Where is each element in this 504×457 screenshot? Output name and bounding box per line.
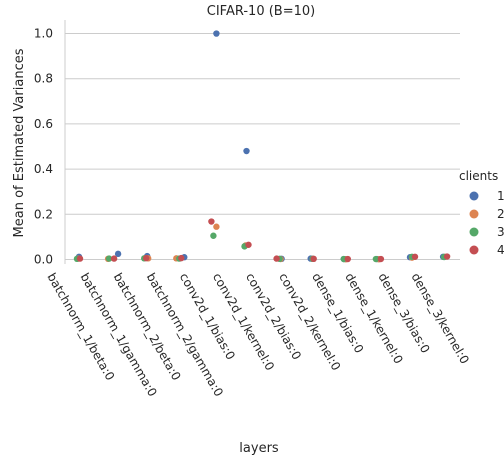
data-point-client-4 (110, 255, 118, 262)
data-point-client-4 (143, 254, 150, 262)
data-point-client-4 (411, 253, 419, 260)
legend-label-3: 3 (497, 225, 504, 239)
data-point-client-1 (213, 30, 220, 37)
y-tick-label: 0.0 (34, 252, 53, 266)
x-tick-label: conv2d_1/kernel:0 (210, 271, 277, 373)
legend-marker-3 (469, 227, 479, 237)
data-point-client-1 (114, 250, 122, 258)
y-tick-label: 0.6 (34, 117, 53, 131)
data-point-client-4 (377, 255, 385, 263)
data-point-client-4 (310, 255, 317, 263)
chart-title: CIFAR-10 (B=10) (207, 4, 315, 19)
y-tick-label: 1.0 (34, 27, 53, 41)
y-tick-labels: 0.0 0.2 0.4 0.6 0.8 1.0 (34, 27, 53, 267)
x-tick-label: conv2d_2/kernel:0 (276, 271, 343, 373)
legend-marker-1 (469, 191, 479, 201)
y-tick-label: 0.2 (34, 207, 53, 221)
legend-label-4: 4 (497, 243, 504, 257)
x-tick-labels: batchnorm_1/beta:0batchnorm_1/gamma:0bat… (44, 271, 471, 400)
legend-title: clients (459, 169, 498, 183)
data-point-client-4 (443, 253, 451, 260)
data-point-client-1 (243, 147, 250, 155)
data-point-client-2 (213, 223, 220, 230)
legend: clients 1 2 3 4 (459, 169, 504, 257)
data-point-client-4 (344, 255, 351, 263)
y-tick-label: 0.4 (34, 162, 53, 176)
data-point-client-4 (273, 255, 280, 262)
data-point-client-4 (245, 241, 252, 248)
legend-marker-4 (469, 245, 479, 255)
data-point-client-4 (178, 254, 185, 262)
y-tick-label: 0.8 (34, 72, 53, 86)
data-point-client-3 (210, 232, 217, 239)
data-points (73, 30, 451, 263)
data-point-client-4 (76, 255, 84, 262)
data-point-client-4 (208, 218, 215, 225)
legend-marker-2 (469, 209, 479, 219)
legend-label-2: 2 (497, 207, 504, 221)
x-axis-label: layers (239, 441, 279, 456)
data-point-client-3 (105, 255, 113, 262)
grid (65, 33, 460, 260)
legend-label-1: 1 (497, 189, 504, 203)
y-axis-label: Mean of Estimated Variances (12, 48, 27, 237)
x-tick-label: dense_3/kernel:0 (409, 271, 472, 367)
data-point-client-3 (372, 255, 380, 263)
